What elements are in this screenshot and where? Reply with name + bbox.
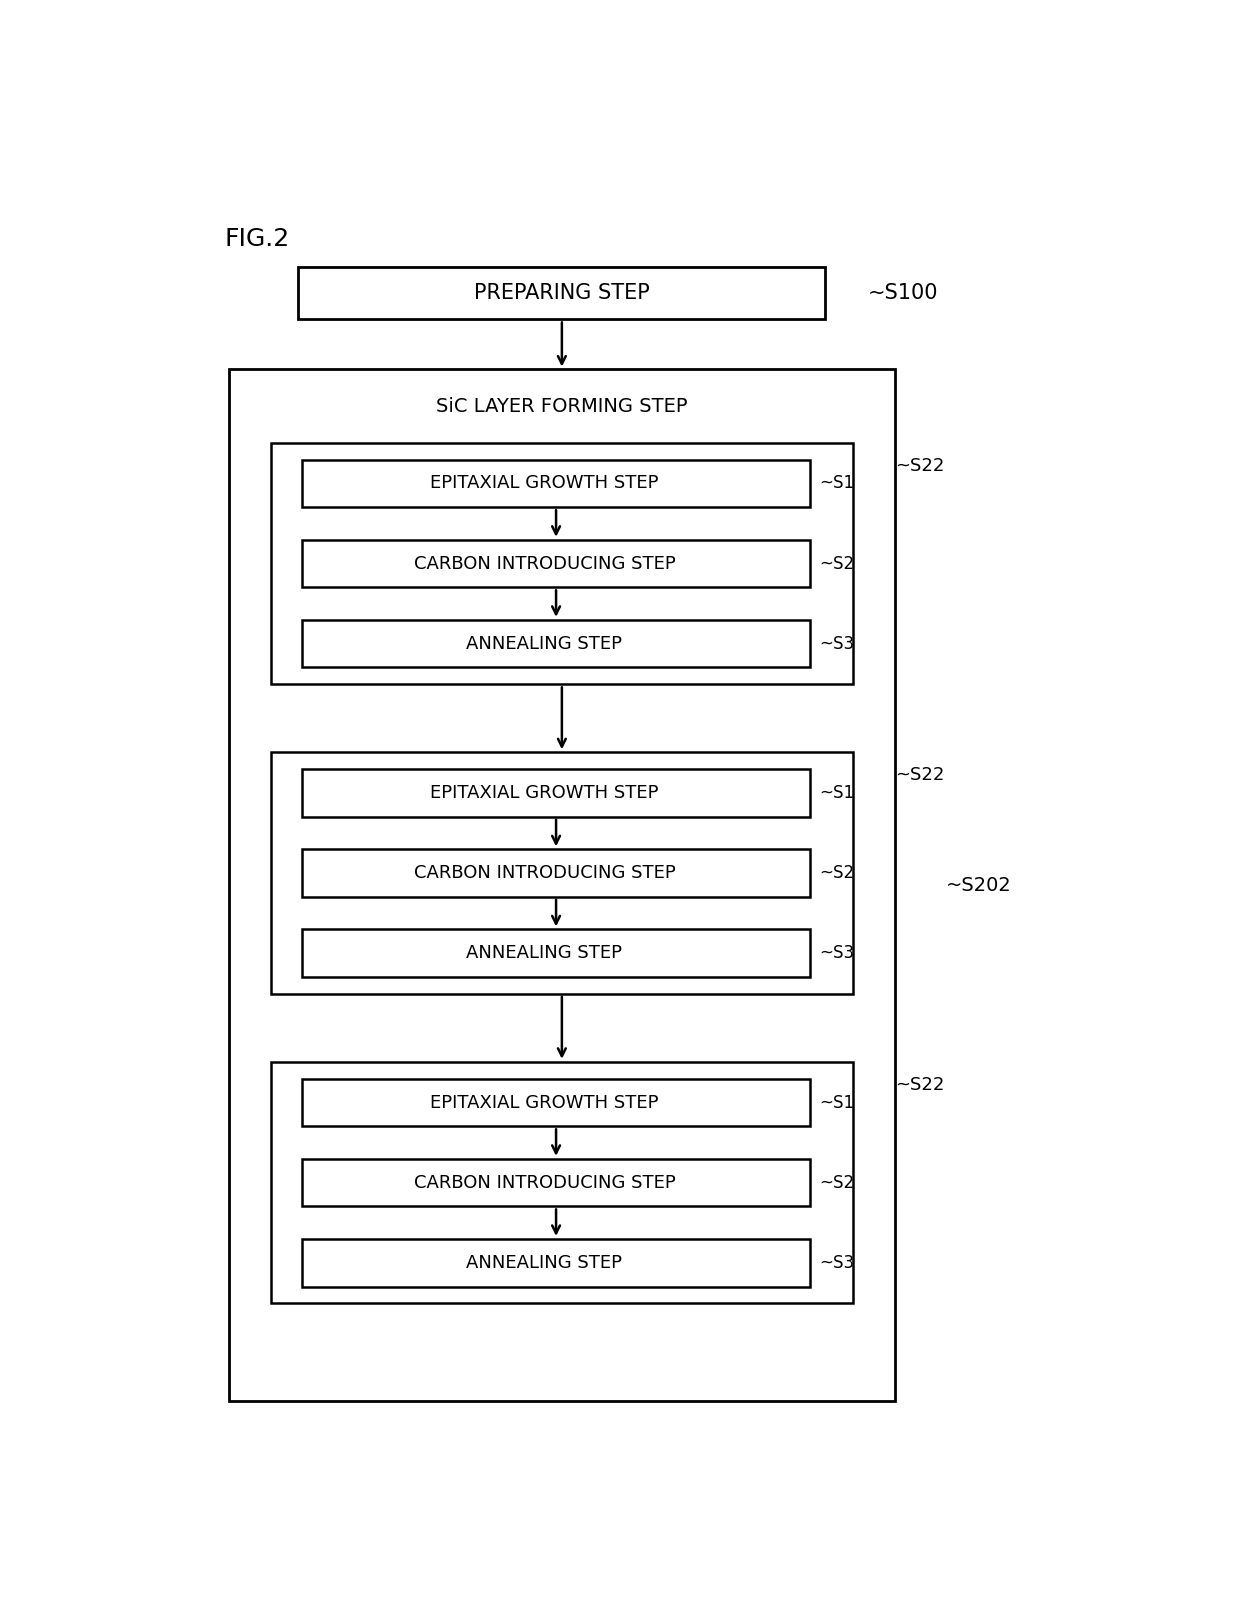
Bar (228, 370, 895, 1401)
Text: ANNEALING STEP: ANNEALING STEP (466, 635, 622, 653)
Bar (303, 769, 810, 816)
Text: EPITAXIAL GROWTH STEP: EPITAXIAL GROWTH STEP (430, 784, 658, 802)
Text: ~S1: ~S1 (820, 475, 854, 493)
Text: CARBON INTRODUCING STEP: CARBON INTRODUCING STEP (414, 865, 676, 882)
Text: EPITAXIAL GROWTH STEP: EPITAXIAL GROWTH STEP (430, 475, 658, 493)
Text: ~S22: ~S22 (895, 457, 945, 475)
Bar (272, 751, 853, 994)
Bar (272, 1062, 853, 1304)
Text: ~S1: ~S1 (820, 1094, 854, 1112)
Text: ANNEALING STEP: ANNEALING STEP (466, 944, 622, 962)
Text: CARBON INTRODUCING STEP: CARBON INTRODUCING STEP (414, 554, 676, 572)
Text: ~S1: ~S1 (820, 784, 854, 802)
Text: ~S22: ~S22 (895, 766, 945, 784)
Text: SiC LAYER FORMING STEP: SiC LAYER FORMING STEP (436, 398, 688, 415)
Text: ~S3: ~S3 (820, 944, 854, 962)
Bar (303, 1159, 810, 1207)
Bar (303, 929, 810, 978)
Text: ~S2: ~S2 (820, 1173, 854, 1191)
Text: ~S2: ~S2 (820, 865, 854, 882)
Text: PREPARING STEP: PREPARING STEP (474, 283, 650, 304)
Bar (299, 267, 826, 320)
Bar (303, 459, 810, 507)
Bar (303, 619, 810, 667)
Bar (272, 443, 853, 685)
Text: ~S100: ~S100 (868, 283, 939, 304)
Bar (303, 848, 810, 897)
Text: ~S202: ~S202 (945, 876, 1012, 895)
Bar (303, 1078, 810, 1126)
Text: ~S22: ~S22 (895, 1076, 945, 1094)
Text: ~S2: ~S2 (820, 554, 854, 572)
Text: EPITAXIAL GROWTH STEP: EPITAXIAL GROWTH STEP (430, 1094, 658, 1112)
Text: FIG.2: FIG.2 (224, 226, 290, 250)
Bar (303, 1239, 810, 1286)
Text: ANNEALING STEP: ANNEALING STEP (466, 1254, 622, 1272)
Text: ~S3: ~S3 (820, 1254, 854, 1272)
Bar (303, 540, 810, 587)
Text: CARBON INTRODUCING STEP: CARBON INTRODUCING STEP (414, 1173, 676, 1191)
Text: ~S3: ~S3 (820, 635, 854, 653)
